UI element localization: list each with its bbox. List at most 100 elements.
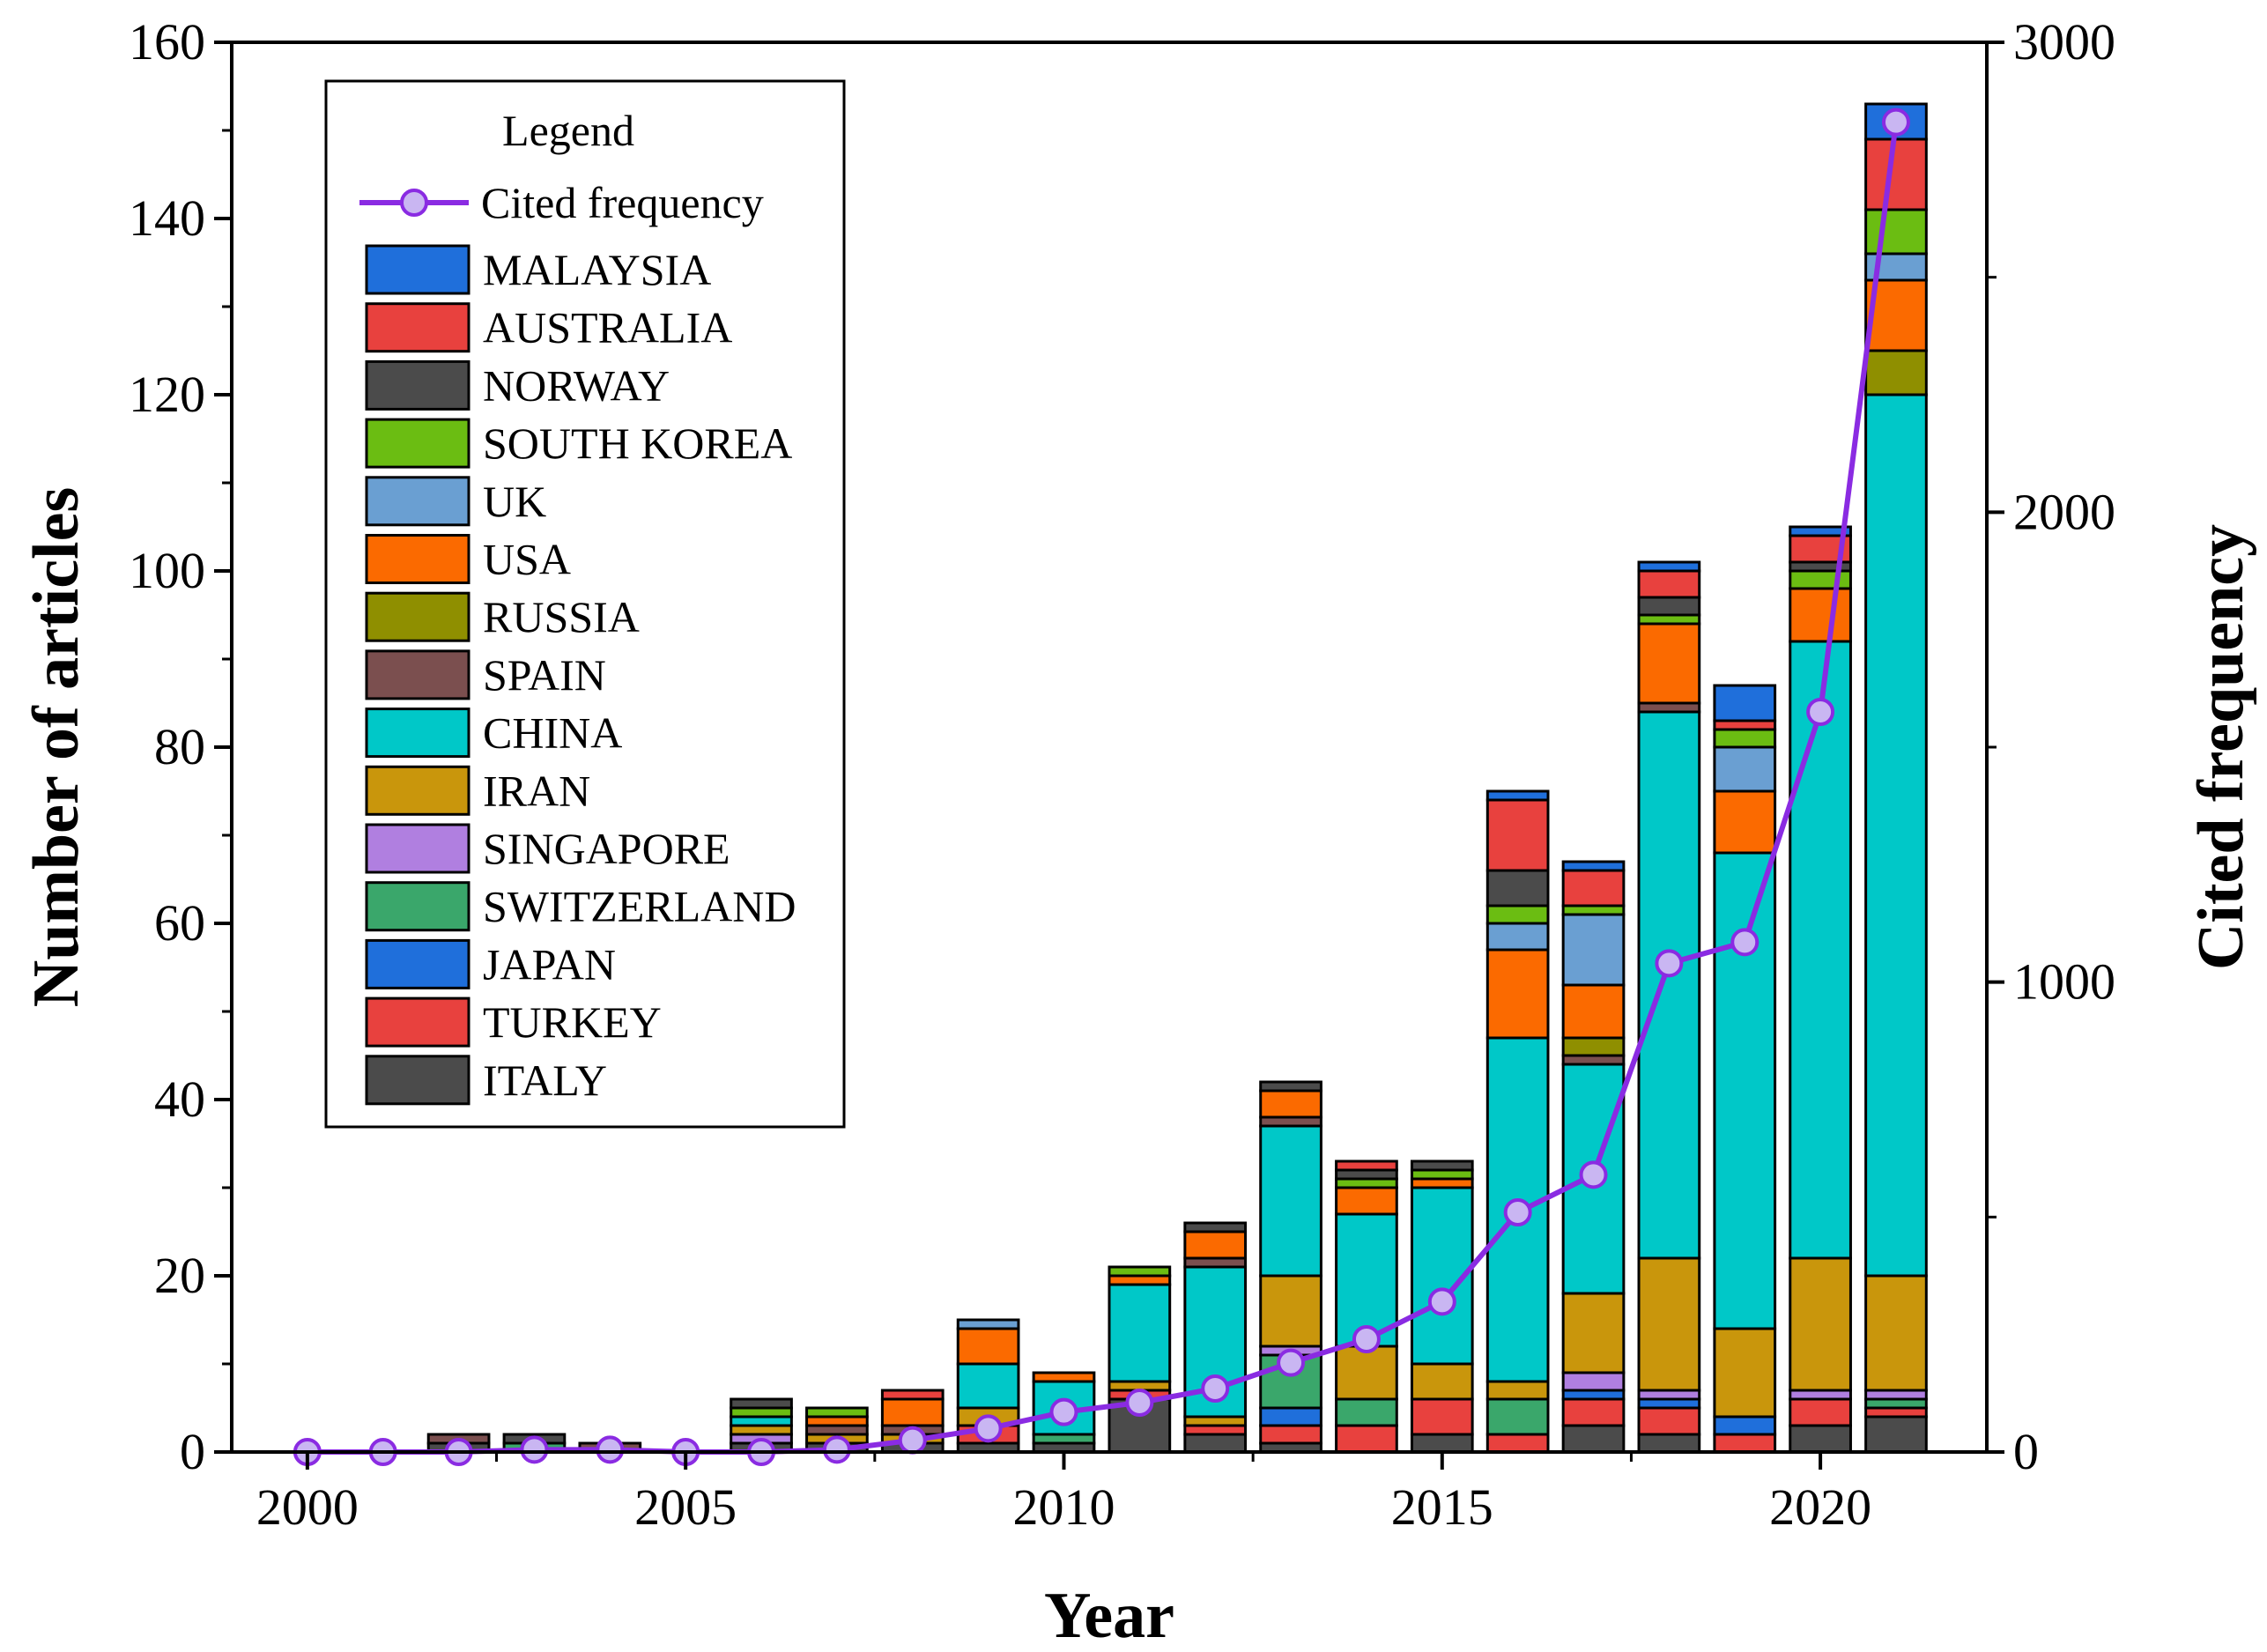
bar-segment-2011-south-korea: [1108, 1265, 1172, 1278]
bar-segment-2012-italy: [1183, 1433, 1248, 1454]
bar-segment-2018-turkey: [1637, 1406, 1701, 1436]
bar-segment-2021-china: [1864, 393, 1928, 1278]
legend-label: NORWAY: [483, 360, 670, 410]
bars-layer: [426, 102, 1928, 1454]
bar-segment-2016-uk: [1485, 922, 1550, 952]
bar-segment-2020-turkey: [1789, 1397, 1852, 1427]
bar-segment-2006-norway: [730, 1397, 793, 1410]
bar-segment-2020-china: [1789, 640, 1852, 1260]
bar-segment-2013-norway: [1259, 1080, 1322, 1093]
bar-segment-2013-turkey: [1259, 1424, 1322, 1445]
bar-segment-2017-turkey: [1561, 1397, 1626, 1427]
legend-swatch-south-korea: [365, 418, 470, 469]
bar-segment-2020-italy: [1789, 1424, 1852, 1454]
bar-segment-2017-uk: [1561, 913, 1626, 987]
bar-segment-2021-australia: [1864, 137, 1928, 211]
legend-label: JAPAN: [483, 939, 616, 989]
bar-segment-2019-usa: [1713, 789, 1777, 855]
legend-label: SWITZERLAND: [483, 882, 796, 931]
bar-segment-2019-iran: [1713, 1327, 1777, 1419]
legend-label: CHINA: [483, 708, 622, 758]
legend-label: SPAIN: [483, 650, 606, 700]
bar-segment-2014-switzerland: [1335, 1397, 1398, 1427]
bar-segment-2019-south-korea: [1713, 728, 1777, 749]
legend-swatch-uk: [365, 476, 470, 527]
legend-swatch-italy: [365, 1055, 470, 1106]
bar-segment-2016-iran: [1485, 1380, 1550, 1401]
cited-frequency-point-2013: [1277, 1348, 1306, 1377]
y-tick-label: 40: [154, 1070, 205, 1128]
legend-label: TURKEY: [483, 997, 662, 1047]
bar-segment-2011-china: [1108, 1283, 1172, 1383]
bar-segment-2017-usa: [1561, 983, 1626, 1040]
bar-segment-2018-italy: [1637, 1433, 1701, 1454]
cited-frequency-point-2011: [1125, 1389, 1154, 1417]
y-tick-label: 140: [129, 189, 205, 247]
x-tick-label: 2015: [1391, 1478, 1493, 1536]
bar-segment-2018-usa: [1637, 622, 1701, 705]
bar-segment-2016-switzerland: [1485, 1397, 1550, 1436]
bar-segment-2013-iran: [1259, 1274, 1322, 1348]
cited-frequency-point-2004: [596, 1435, 625, 1464]
legend-swatch-norway: [365, 359, 470, 411]
bar-segment-2019-japan: [1713, 1415, 1777, 1436]
bar-segment-2013-usa: [1259, 1089, 1322, 1119]
bar-segment-2016-south-korea: [1485, 904, 1550, 925]
bar-segment-2017-russia: [1561, 1036, 1626, 1057]
cited-frequency-point-2016: [1503, 1198, 1532, 1226]
legend-label: SINGAPORE: [483, 824, 730, 873]
legend-label: ITALY: [483, 1056, 607, 1105]
bar-segment-2014-turkey: [1335, 1424, 1398, 1454]
bar-segment-2017-iran: [1561, 1292, 1626, 1374]
legend-swatch-japan: [365, 938, 470, 989]
bar-segment-2020-iran: [1789, 1256, 1852, 1392]
y-tick-label: 100: [129, 542, 205, 599]
cited-frequency-point-2018: [1655, 949, 1684, 978]
x-tick-label: 2020: [1769, 1478, 1871, 1536]
axes-layer: 0 20 40 60 80 100 120 140 160 0 1000 2000 3000 2000 20…: [20, 13, 2257, 1652]
bar-segment-2010-usa: [1032, 1371, 1096, 1383]
cited-frequency-point-2008: [898, 1426, 927, 1455]
legend-swatch-malaysia: [365, 244, 470, 295]
bar-segment-2020-usa: [1789, 587, 1852, 643]
y2-tick-label: 3000: [2013, 13, 2115, 70]
legend-label: AUSTRALIA: [483, 303, 732, 352]
y-tick-label: 20: [154, 1247, 205, 1304]
bar-segment-2015-turkey: [1410, 1397, 1474, 1436]
bar-segment-2012-usa: [1183, 1230, 1248, 1260]
bar-segment-2014-australia: [1335, 1159, 1398, 1172]
y2-tick-label: 0: [2013, 1423, 2039, 1480]
bar-segment-2015-italy: [1410, 1433, 1474, 1454]
legend-label: IRAN: [483, 766, 590, 815]
legend-line-marker: [400, 189, 428, 217]
bar-segment-2019-china: [1713, 851, 1777, 1330]
legend-swatch-singapore: [365, 823, 470, 874]
bar-segment-2021-south-korea: [1864, 208, 1928, 256]
cited-frequency-point-2014: [1352, 1325, 1381, 1353]
bar-segment-2016-australia: [1485, 798, 1550, 872]
bar-segment-2021-iran: [1864, 1274, 1928, 1392]
bar-segment-2015-iran: [1410, 1362, 1474, 1401]
legend-swatch-spain: [365, 649, 470, 700]
cited-frequency-point-2009: [974, 1414, 1003, 1443]
bar-segment-2014-iran: [1335, 1345, 1398, 1401]
bar-segment-2017-italy: [1561, 1424, 1626, 1454]
bar-segment-2019-uk: [1713, 745, 1777, 793]
bar-segment-2009-usa: [956, 1327, 1020, 1366]
legend-swatch-usa: [365, 534, 470, 584]
bar-segment-2015-norway: [1410, 1159, 1474, 1172]
bar-segment-2017-china: [1561, 1063, 1626, 1295]
legend-label: RUSSIA: [483, 592, 640, 641]
legend-label: SOUTH KOREA: [483, 419, 792, 468]
y-tick-label: 60: [154, 894, 205, 952]
cited-frequency-point-2010: [1049, 1397, 1078, 1426]
bar-segment-2017-singapore: [1561, 1371, 1626, 1392]
bar-segment-2016-usa: [1485, 948, 1550, 1040]
bar-segment-2013-china: [1259, 1124, 1322, 1278]
bar-segment-2009-uk: [956, 1318, 1020, 1330]
x-tick-label: 2005: [634, 1478, 737, 1536]
y-tick-label: 0: [180, 1423, 205, 1480]
legend-swatch-australia: [365, 302, 470, 353]
bar-segment-2021-russia: [1864, 349, 1928, 396]
